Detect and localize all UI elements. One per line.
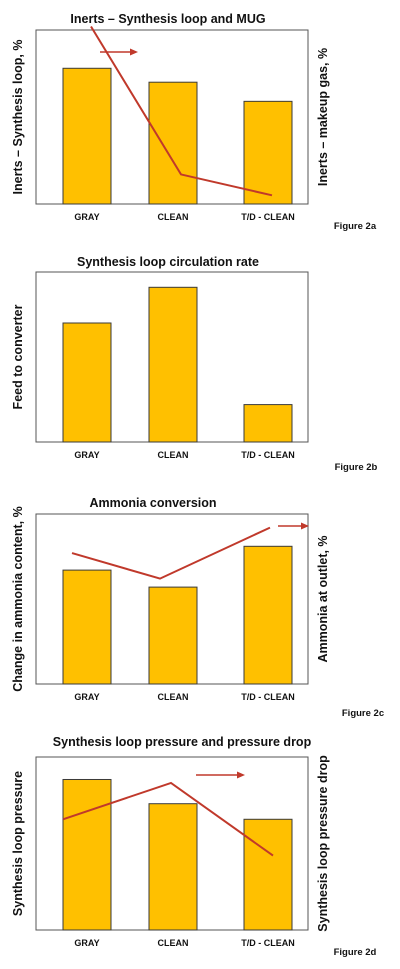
chart-title: Ammonia conversion xyxy=(89,496,216,510)
chart-title: Synthesis loop pressure and pressure dro… xyxy=(53,735,312,749)
x-tick-label: CLEAN xyxy=(158,692,189,702)
x-tick-label: CLEAN xyxy=(158,938,189,948)
figure-label: Figure 2c xyxy=(342,708,384,719)
bar xyxy=(62,67,112,205)
x-tick-label: CLEAN xyxy=(158,212,189,222)
series-line xyxy=(62,781,274,857)
x-tick-label: T/D - CLEAN xyxy=(241,450,295,460)
y-axis-label-right: Ammonia at outlet, % xyxy=(316,535,330,662)
bar xyxy=(243,545,293,685)
x-tick-label: GRAY xyxy=(74,692,99,702)
series-line xyxy=(71,526,271,580)
figure-label: Figure 2a xyxy=(334,221,377,232)
y-axis-label-right: Synthesis loop pressure drop xyxy=(316,755,330,932)
arrow-head-icon xyxy=(130,48,138,56)
y-axis-label: Feed to converter xyxy=(11,304,25,409)
bar xyxy=(243,100,293,205)
bar xyxy=(148,81,198,205)
figure-label: Figure 2b xyxy=(335,462,378,473)
arrow-head-icon xyxy=(237,771,245,779)
bar xyxy=(148,586,198,685)
y-axis-label-right: Inerts – makeup gas, % xyxy=(316,48,330,186)
chart-title: Inerts – Synthesis loop and MUG xyxy=(70,12,265,26)
chart-title: Synthesis loop circulation rate xyxy=(77,255,259,269)
y-axis-label: Inerts – Synthesis loop, % xyxy=(11,40,25,195)
arrow-head-icon xyxy=(301,522,309,530)
x-tick-label: GRAY xyxy=(74,450,99,460)
x-tick-label: T/D - CLEAN xyxy=(241,212,295,222)
x-tick-label: GRAY xyxy=(74,212,99,222)
bar xyxy=(148,286,198,443)
bar xyxy=(62,569,112,685)
bar xyxy=(148,803,198,931)
series-line xyxy=(90,26,273,197)
bar xyxy=(62,322,112,443)
x-tick-label: T/D - CLEAN xyxy=(241,692,295,702)
x-tick-label: T/D - CLEAN xyxy=(241,938,295,948)
x-tick-label: CLEAN xyxy=(158,450,189,460)
y-axis-label: Change in ammonia content, % xyxy=(11,506,25,691)
y-axis-label: Synthesis loop pressure xyxy=(11,771,25,916)
bar xyxy=(62,778,112,931)
figure-label: Figure 2d xyxy=(334,947,377,958)
bar xyxy=(243,818,293,931)
bar xyxy=(243,404,293,443)
x-tick-label: GRAY xyxy=(74,938,99,948)
